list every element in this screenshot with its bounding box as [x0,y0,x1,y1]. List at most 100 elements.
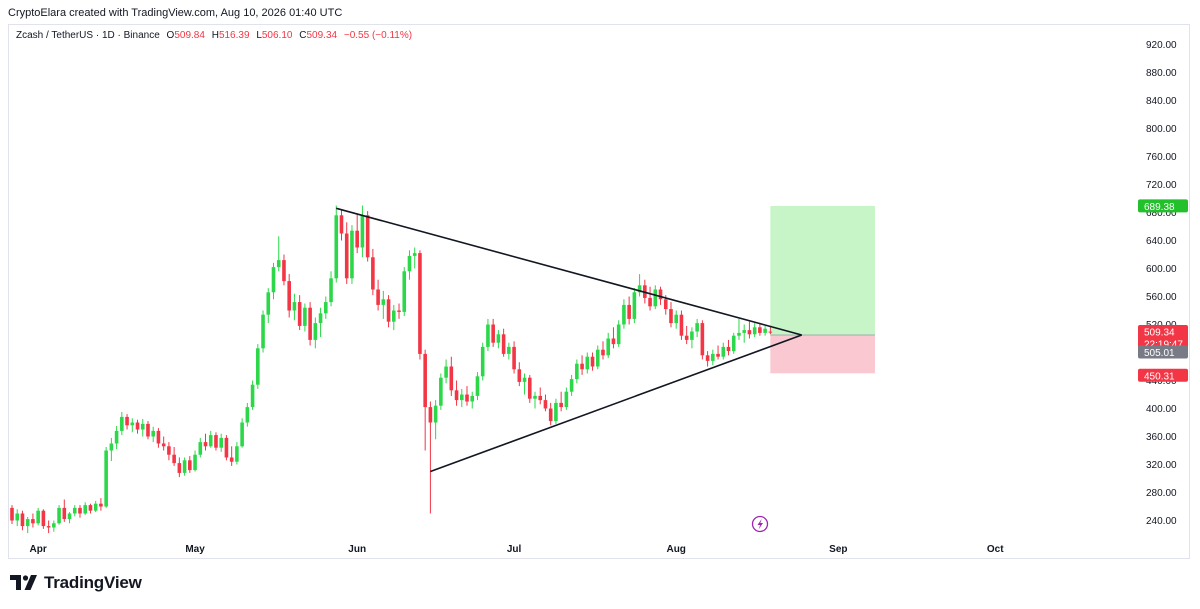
candle [203,433,208,451]
candle [78,505,82,518]
candle [465,386,469,406]
candle [533,391,537,409]
candle [501,328,506,357]
lower-trendline[interactable] [430,334,803,473]
candle [512,341,516,374]
candle [355,213,359,254]
candle [62,499,67,522]
candle [595,345,600,370]
candle [198,437,203,458]
profit-zone[interactable] [770,205,875,335]
time-axis[interactable]: Apr May Jun Jul Aug Sep Oct [30,544,1005,555]
candle [182,457,187,476]
candle [334,205,339,283]
trendlines[interactable] [336,207,803,473]
candle [737,318,741,340]
candle [93,500,98,513]
candle [611,327,616,349]
candle [120,412,124,436]
candle [20,510,25,531]
candle [172,447,176,466]
candle [428,401,433,514]
lightning-icon[interactable] [751,515,769,533]
tradingview-logo[interactable]: TradingView [10,573,142,593]
candle [303,303,307,332]
target-price-tag: 689.38 [1138,199,1188,213]
candle [88,503,93,514]
candle [386,295,391,328]
candle [219,433,223,452]
candle [261,310,265,353]
candle [742,324,746,343]
time-tick-label: Jul [507,544,522,555]
price-tick-label: 400.00 [1146,404,1177,415]
price-tick-label: 280.00 [1146,488,1177,499]
candle [679,310,684,340]
candle [439,373,443,410]
svg-text:505.01: 505.01 [1144,348,1175,359]
candle [711,349,715,366]
ohlc-close-value: 509.34 [306,30,338,41]
ohlc-open-label: O [166,30,175,41]
candle [402,267,407,317]
time-tick-label: Apr [30,544,47,555]
candle [538,387,543,405]
candle [580,355,584,375]
candle [188,456,192,473]
candle [156,428,161,448]
time-tick-label: Sep [829,544,847,555]
position-zones[interactable] [770,205,875,374]
candle [339,209,344,241]
candle [716,345,720,360]
candle [229,446,234,466]
candle [731,332,736,354]
candle [15,509,20,527]
candle [684,325,689,345]
price-tick-label: 880.00 [1146,68,1177,79]
price-axis[interactable]: 920.00 880.00 840.00 800.00 760.00 720.00 680.… [1146,40,1177,527]
candle [125,414,129,430]
ohlc-change-value: −0.55 (−0.11%) [343,30,413,41]
candle [36,507,40,526]
candles [10,205,773,534]
upper-trendline[interactable] [336,207,802,336]
candle [329,271,333,307]
candle [318,307,323,338]
candle [622,299,626,329]
candle [135,419,140,434]
candle [208,430,213,448]
candle [31,513,35,528]
ohlc-high-label: H [211,30,219,41]
price-tick-label: 680.00 [1146,208,1177,219]
ohlc-close-label: C [299,30,307,41]
candle [423,349,427,451]
candle [752,323,757,338]
candle [235,442,239,465]
candle [67,512,72,524]
candle [470,391,475,409]
candle [747,321,752,339]
candle [491,318,495,347]
candle [391,304,396,331]
symbol-name[interactable]: Zcash / TetherUS · 1D · Binance [16,30,160,41]
price-tick-label: 240.00 [1146,516,1177,527]
svg-text:689.38: 689.38 [1144,202,1175,213]
candle [371,248,375,296]
candle [721,342,726,360]
candle [193,450,197,472]
symbol-legend[interactable]: Zcash / TetherUS · 1D · Binance O509.84 … [16,30,412,41]
candle [559,391,563,412]
candle [46,520,51,534]
candle [177,457,182,478]
entry-price-tag: 505.01 [1138,345,1188,359]
candle [496,330,501,349]
loss-zone[interactable] [770,334,875,374]
tradingview-logo-text: TradingView [44,573,142,592]
candle [486,318,490,352]
candle [214,432,218,451]
price-tick-label: 800.00 [1146,124,1177,135]
candle [109,437,114,461]
